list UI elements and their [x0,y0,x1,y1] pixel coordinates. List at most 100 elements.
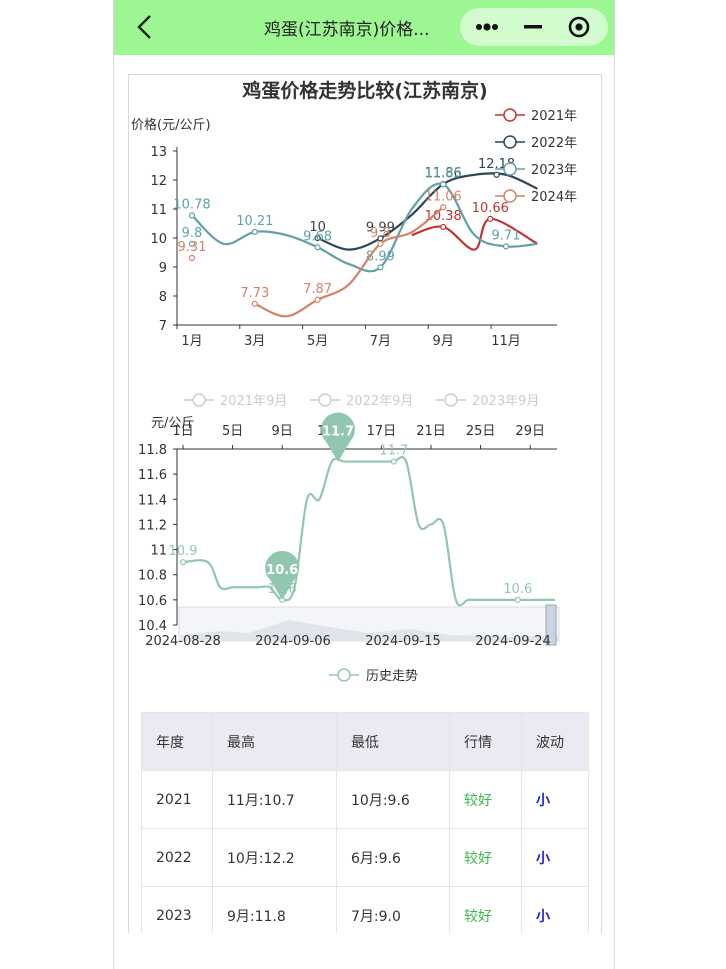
legend-label: 2022年 [531,136,577,151]
y-tick-label: 13 [150,145,167,160]
phone-screen: 鸡蛋(江苏南京)价格... 鸡蛋价格走势比较(江苏南京) 价格(元/公斤) 7 8 9 1… [113,0,615,969]
content-card: 鸡蛋价格走势比较(江苏南京) 价格(元/公斤) 7 8 9 10 11 12 13 1月 3月 5月 7… [128,74,602,956]
x-tick-label: 3月 [244,334,265,349]
x-tick-label: 11月 [491,334,521,349]
data-label: 9.8 [370,226,391,241]
series-line [317,172,538,251]
data-point [314,244,321,251]
top-legend-label: 2021年9月 [220,394,287,409]
data-label: 11.7 [379,444,408,459]
data-label: 10.9 [169,544,198,559]
data-point [377,264,384,271]
data-label: 10.21 [236,214,273,229]
legend-marker [503,189,517,203]
table-header-cell: 最低 [336,712,450,771]
data-point [251,300,258,307]
data-point [188,240,196,247]
minimize-icon[interactable] [518,14,548,40]
y-axis-label: 价格(元/公斤) [131,117,211,133]
y-tick-label: 11.8 [138,443,167,458]
table-header-cell: 年度 [141,712,213,771]
page-title: 鸡蛋(江苏南京)价格... [264,20,430,40]
data-point [440,223,447,231]
table-cell: 11月:10.7 [212,770,337,829]
data-label: 10.6 [503,582,532,597]
market-status-cell: 较好 [449,828,522,887]
data-label: 10.78 [173,197,210,212]
top-x-tick-label: 29日 [515,424,545,439]
table-cell: 10月:9.6 [336,770,450,829]
data-label: 9.71 [492,228,521,243]
y-tick-label: 11 [150,203,167,218]
back-arrow-icon[interactable] [130,12,160,42]
legend-label: 历史走势 [366,668,418,684]
top-x-tick-label: 9日 [272,424,293,439]
chart-title: 鸡蛋价格走势比较(江苏南京) [241,79,487,102]
y-tick-label: 11.2 [138,518,167,533]
top-legend-marker [192,393,206,407]
bottom-x-tick-label: 2024-09-06 [255,634,331,649]
close-target-icon[interactable] [564,14,594,40]
volatility-cell: 小 [521,770,589,829]
y-axis-label: 元/公斤 [151,416,194,431]
data-point [251,228,258,236]
data-point [377,240,384,247]
y-tick-label: 10.4 [138,619,167,634]
x-tick-label: 1月 [181,334,202,349]
data-point [390,458,397,465]
y-tick-label: 11 [150,544,167,559]
table-cell: 10月:12.2 [212,828,337,887]
bottom-x-tick-label: 2024-08-28 [145,634,221,649]
data-point [493,171,500,178]
data-zoom-handle [545,604,557,646]
data-point [188,212,196,219]
series-line [411,217,538,251]
y-tick-label: 11.4 [138,493,167,508]
legend-marker [503,162,517,176]
data-label: 11.86 [425,166,462,181]
data-label: 9.8 [182,226,203,241]
data-point [179,559,187,566]
bottom-area [114,933,614,969]
legend-marker [337,668,351,682]
data-point [487,215,494,222]
y-tick-label: 9 [159,261,167,276]
marker-pin [321,412,355,462]
marker-pin-label: 10.6 [266,563,298,578]
y-tick-label: 10 [150,232,167,247]
mini-program-capsule [460,8,608,46]
market-status-cell: 较好 [449,770,522,829]
top-x-tick-label: 1日 [172,424,193,439]
y-tick-label: 10.8 [138,569,167,584]
x-tick-label: 5月 [307,334,328,349]
charts-canvas: 鸡蛋价格走势比较(江苏南京) 价格(元/公斤) 7 8 9 10 11 12 13 1月 3月 5月 7… [131,79,577,684]
y-tick-label: 10.6 [138,594,167,609]
data-label: 9.68 [303,229,332,244]
x-tick-label: 7月 [370,334,391,349]
legend-marker [503,108,517,122]
top-legend-marker [318,393,332,407]
bottom-x-tick-label: 2024-09-24 [475,634,551,649]
top-x-tick-label: 17日 [367,424,397,439]
data-label: 11.06 [425,189,462,204]
table-header-row: 年度 最高 最低 行情 波动 [141,712,589,771]
data-label: 10 [309,220,326,235]
top-x-tick-label: 5日 [222,424,243,439]
data-label: 7.73 [240,286,269,301]
legend-marker [503,135,517,149]
data-label: 7.87 [303,282,332,297]
top-legend-marker [444,393,458,407]
table-cell: 2022 [141,828,213,887]
data-zoom-preview [181,620,559,641]
more-options-icon[interactable] [472,14,502,40]
data-label: 9.31 [178,240,207,255]
data-label: 9.99 [366,220,395,235]
y-tick-label: 8 [159,290,167,305]
y-tick-label: 7 [159,319,167,334]
data-point [440,204,447,211]
data-point [502,243,510,250]
y-tick-label: 11.6 [138,468,167,483]
table-header-cell: 波动 [521,712,589,771]
data-point [188,254,196,262]
marker-pin [265,550,300,600]
